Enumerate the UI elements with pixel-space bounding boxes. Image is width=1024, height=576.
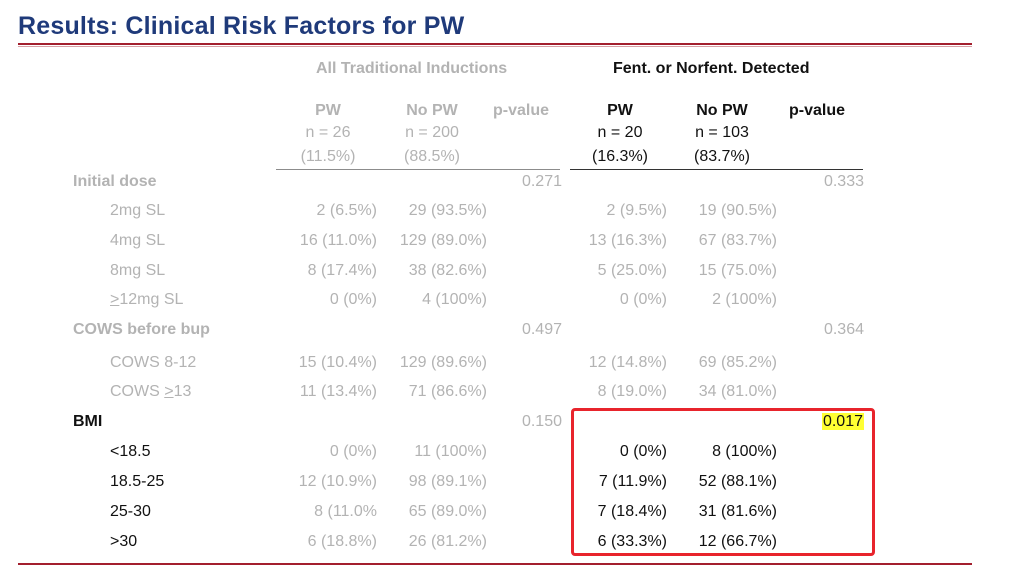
cell-all-pw: 0 (0%)	[329, 291, 377, 308]
cell-fent-pw: 2 (9.5%)	[606, 202, 667, 219]
cell-fent-pw: 12 (14.8%)	[588, 354, 667, 371]
col-fent-nopw-label: No PW	[696, 102, 748, 119]
col-all-nopw-n: n = 200	[405, 124, 459, 141]
cell-fent-nopw: 2 (100%)	[712, 291, 777, 308]
cell-fent-nopw: 12 (66.7%)	[698, 533, 777, 550]
row-label: 2mg SL	[110, 202, 166, 219]
pvalue-all-initial-dose: 0.271	[521, 173, 562, 190]
cell-all-pw: 15 (10.4%)	[298, 354, 377, 371]
row-label-prefix: >	[110, 291, 120, 308]
col-all-pvalue-label: p-value	[493, 102, 550, 119]
cell-all-nopw: 98 (89.1%)	[408, 473, 487, 490]
row-label-text: 12mg SL	[119, 291, 184, 308]
header-underline-all	[276, 169, 560, 170]
col-all-pw-pct: (11.5%)	[300, 148, 356, 165]
pvalue-fent-cows: 0.364	[823, 321, 864, 338]
pvalue-all-cows: 0.497	[521, 321, 562, 338]
cell-fent-nopw: 69 (85.2%)	[698, 354, 777, 371]
cell-all-nopw: 11 (100%)	[414, 443, 487, 460]
cell-all-nopw: 129 (89.6%)	[399, 354, 487, 371]
row-label: 4mg SL	[110, 232, 166, 249]
cell-all-nopw: 4 (100%)	[422, 291, 487, 308]
cell-fent-nopw: 15 (75.0%)	[698, 262, 777, 279]
cell-fent-nopw: 19 (90.5%)	[698, 202, 777, 219]
cell-fent-pw: 7 (18.4%)	[597, 503, 667, 520]
row-label: 25-30	[110, 503, 151, 520]
cell-all-pw: 0 (0%)	[329, 443, 377, 460]
col-fent-pw-pct: (16.3%)	[591, 148, 649, 165]
cell-fent-pw: 6 (33.3%)	[597, 533, 667, 550]
row-label: COWS >13	[110, 383, 191, 401]
cell-all-nopw: 71 (86.6%)	[408, 383, 487, 400]
col-fent-pw-n: n = 20	[597, 124, 643, 141]
cell-fent-pw: 0 (0%)	[619, 443, 667, 460]
cell-fent-nopw: 31 (81.6%)	[698, 503, 777, 520]
col-all-nopw-label: No PW	[406, 102, 458, 119]
row-label-suffix: 13	[173, 383, 192, 400]
row-label: >12mg SL	[110, 291, 183, 309]
title-rule-secondary	[18, 46, 972, 47]
col-fent-nopw-pct: (83.7%)	[693, 148, 751, 165]
cell-fent-pw: 13 (16.3%)	[588, 232, 667, 249]
col-fent-pw-label: PW	[607, 102, 633, 119]
cell-all-pw: 8 (17.4%)	[307, 262, 377, 279]
pvalue-fent-bmi: 0.017	[782, 413, 864, 431]
cell-all-nopw: 26 (81.2%)	[408, 533, 487, 550]
col-fent-pvalue-label: p-value	[789, 102, 846, 119]
cell-fent-nopw: 52 (88.1%)	[698, 473, 777, 490]
cell-all-pw: 12 (10.9%)	[298, 473, 377, 490]
pvalue-fent-initial-dose: 0.333	[823, 173, 864, 190]
col-fent-nopw-n: n = 103	[695, 124, 749, 141]
cell-fent-pw: 5 (25.0%)	[597, 262, 667, 279]
section-label-bmi: BMI	[73, 413, 103, 430]
row-label: 8mg SL	[110, 262, 166, 279]
cell-all-pw: 8 (11.0%	[314, 503, 377, 520]
cell-fent-nopw: 8 (100%)	[712, 443, 777, 460]
cell-fent-pw: 7 (11.9%)	[598, 473, 667, 490]
title-rule	[18, 43, 972, 45]
group-header-fent: Fent. or Norfent. Detected	[613, 60, 810, 77]
col-all-pw-label: PW	[315, 102, 341, 119]
row-label: >30	[110, 533, 138, 550]
row-label-symbol: >	[164, 383, 174, 400]
col-all-nopw-pct: (88.5%)	[403, 148, 461, 165]
cell-all-nopw: 29 (93.5%)	[408, 202, 487, 219]
header-underline-fent	[570, 169, 863, 170]
cell-fent-pw: 8 (19.0%)	[597, 383, 667, 400]
row-label: COWS 8-12	[110, 354, 197, 371]
row-label: 18.5-25	[110, 473, 165, 490]
bmi-fent-highlight-box	[571, 408, 875, 556]
cell-all-pw: 6 (18.8%)	[307, 533, 377, 550]
cell-fent-nopw: 67 (83.7%)	[698, 232, 777, 249]
col-all-pw-n: n = 26	[305, 124, 351, 141]
footer-rule	[18, 563, 972, 565]
pvalue-highlight: 0.017	[821, 413, 864, 430]
cell-all-nopw: 38 (82.6%)	[408, 262, 487, 279]
cell-all-nopw: 129 (89.0%)	[399, 232, 487, 249]
page-title: Results: Clinical Risk Factors for PW	[18, 12, 465, 40]
cell-fent-pw: 0 (0%)	[619, 291, 667, 308]
section-label-initial-dose: Initial dose	[73, 173, 157, 190]
row-label-prefix: COWS	[110, 383, 165, 400]
cell-all-pw: 2 (6.5%)	[316, 202, 377, 219]
cell-all-pw: 16 (11.0%)	[299, 232, 377, 249]
section-label-cows: COWS before bup	[73, 321, 210, 338]
row-label: <18.5	[110, 443, 151, 460]
cell-all-pw: 11 (13.4%)	[299, 383, 377, 400]
cell-fent-nopw: 34 (81.0%)	[698, 383, 777, 400]
cell-all-nopw: 65 (89.0%)	[408, 503, 487, 520]
pvalue-all-bmi: 0.150	[521, 413, 562, 430]
group-header-all: All Traditional Inductions	[316, 60, 508, 77]
